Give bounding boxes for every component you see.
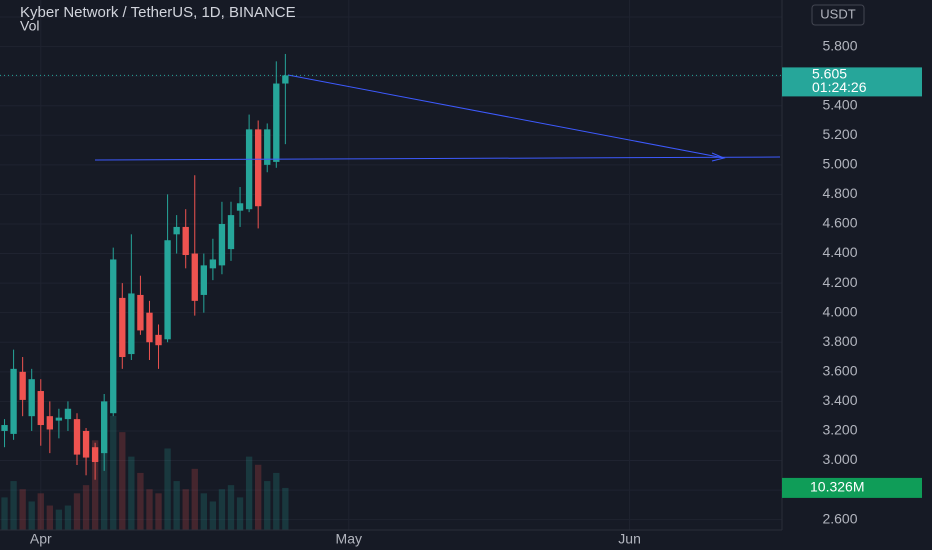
- x-tick-label: Jun: [618, 531, 641, 547]
- candle-body: [91, 447, 99, 462]
- volume-bar: [82, 485, 90, 530]
- volume-bar: [73, 493, 81, 530]
- volume-bar: [137, 472, 144, 530]
- candle-body: [119, 297, 126, 358]
- candle-body: [245, 129, 253, 210]
- volume-bar: [282, 487, 289, 530]
- arrow-head: [711, 152, 726, 162]
- volume-bar: [173, 481, 180, 530]
- volume-bar: [200, 493, 207, 530]
- volume-label: 10.326M: [810, 479, 864, 495]
- candle-body: [101, 401, 108, 454]
- candle-body: [255, 129, 262, 207]
- candle-body: [55, 417, 63, 421]
- candle-body: [173, 226, 180, 235]
- volume-bar: [264, 481, 271, 530]
- volume-bar: [119, 432, 126, 530]
- candle-body: [273, 83, 280, 162]
- candle-body: [209, 259, 217, 269]
- countdown: 01:24:26: [812, 79, 867, 95]
- volume-bar: [128, 456, 135, 530]
- candle-body: [128, 293, 135, 355]
- currency-box[interactable]: [811, 4, 865, 26]
- candle-body: [200, 265, 207, 295]
- y-tick-label: 3.600: [822, 363, 857, 379]
- candle-body: [227, 215, 235, 250]
- price-axis: 2.6002.8003.0003.2003.4003.6003.8004.000…: [0, 8, 922, 547]
- candle-body: [146, 312, 153, 343]
- volume-bar: [255, 464, 262, 530]
- candle-body: [182, 226, 189, 256]
- volume-bar: [1, 497, 8, 530]
- candle-body: [282, 75, 289, 84]
- candle-body: [46, 416, 53, 430]
- candle-body: [137, 294, 144, 331]
- y-tick-label: 3.400: [822, 392, 857, 408]
- y-tick-label: 5.000: [822, 156, 857, 172]
- candle-body: [164, 240, 171, 340]
- y-tick-label: 4.800: [822, 185, 857, 201]
- candle-body: [10, 368, 17, 434]
- last-price-box: [782, 67, 922, 97]
- volume-bar: [10, 481, 17, 530]
- y-tick-label: 5.200: [822, 126, 857, 142]
- volume-bar: [146, 489, 153, 530]
- trend-arrow: [287, 74, 725, 159]
- volume-bar: [236, 497, 244, 530]
- volume-bar: [182, 489, 189, 530]
- volume-bar: [37, 493, 44, 530]
- candle-body: [19, 371, 26, 400]
- candle-body: [110, 259, 117, 414]
- volume-bar: [245, 456, 253, 530]
- candle-body: [264, 129, 271, 165]
- y-tick-label: 5.400: [822, 96, 857, 112]
- horizontal-ray: [94, 156, 781, 161]
- volume-bar: [191, 468, 198, 530]
- volume-bar: [218, 489, 226, 530]
- volume-bar: [55, 509, 63, 530]
- candle-body: [155, 334, 162, 346]
- candle-body: [191, 253, 198, 301]
- candle-body: [73, 419, 81, 455]
- y-tick-label: 3.000: [822, 451, 857, 467]
- candle-body: [64, 408, 72, 420]
- volume-bar: [273, 472, 280, 530]
- candle-body: [37, 391, 44, 426]
- candle-body: [82, 430, 90, 458]
- chart-title: Kyber Network / TetherUS, 1D, BINANCE: [20, 4, 296, 21]
- volume-bar: [28, 501, 35, 530]
- candles: [1, 53, 289, 480]
- candle-body: [28, 379, 35, 417]
- volume-bar: [64, 505, 72, 530]
- y-tick-label: 2.600: [822, 510, 857, 526]
- y-tick-label: 4.000: [822, 303, 857, 319]
- x-tick-label: Apr: [30, 531, 52, 547]
- y-tick-label: 4.600: [822, 215, 857, 231]
- volume-bar: [110, 415, 117, 530]
- y-tick-label: 3.800: [822, 333, 857, 349]
- last-price-label: 5.605: [812, 66, 847, 82]
- volume-bar: [91, 440, 99, 530]
- candle-body: [1, 425, 8, 431]
- volume-pane: [1, 415, 289, 530]
- volume-bar: [155, 493, 162, 530]
- volume-bar: [19, 489, 26, 530]
- volume-bar: [101, 419, 108, 530]
- volume-label-box: [782, 477, 922, 498]
- volume-bar: [209, 501, 217, 530]
- volume-title: Vol: [20, 18, 39, 34]
- x-tick-label: May: [336, 531, 362, 547]
- currency[interactable]: USDT: [820, 6, 855, 21]
- y-tick-label: 5.800: [822, 37, 857, 53]
- candle-body: [236, 203, 244, 211]
- volume-bar: [227, 485, 235, 530]
- y-tick-label: 3.200: [822, 422, 857, 438]
- volume-bar: [164, 448, 171, 530]
- candle-body: [218, 223, 226, 266]
- volume-bar: [46, 505, 53, 530]
- y-tick-label: 4.200: [822, 274, 857, 290]
- y-tick-label: 4.400: [822, 244, 857, 260]
